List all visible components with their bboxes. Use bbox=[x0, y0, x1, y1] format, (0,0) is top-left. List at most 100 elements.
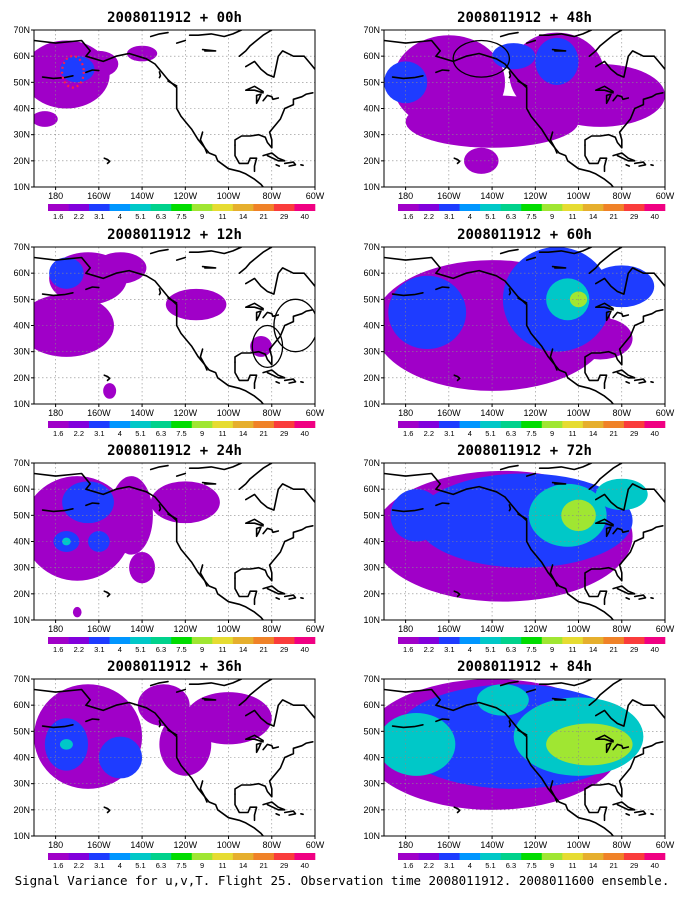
coastline bbox=[245, 50, 315, 78]
coastline bbox=[238, 463, 273, 490]
coastline bbox=[275, 164, 281, 167]
coastline bbox=[234, 92, 314, 149]
colorbar-label: 11 bbox=[569, 645, 577, 654]
latitude-tick-label: 20N bbox=[363, 156, 380, 166]
coastline bbox=[391, 292, 424, 297]
coastline bbox=[255, 93, 262, 105]
colorbar-label: 6.3 bbox=[506, 861, 516, 870]
longitude-tick-label: 60W bbox=[656, 191, 675, 201]
variance-field bbox=[34, 30, 315, 187]
latitude-tick-label: 30N bbox=[363, 779, 380, 789]
colorbar-swatch bbox=[89, 853, 110, 860]
latitude-tick-label: 70N bbox=[363, 25, 380, 35]
coastline bbox=[234, 793, 258, 822]
colorbar-swatch bbox=[582, 637, 604, 644]
latitude-tick-label: 20N bbox=[363, 805, 380, 815]
coastline bbox=[391, 75, 424, 80]
colorbar-label: 11 bbox=[219, 861, 227, 870]
colorbar-swatch bbox=[623, 853, 645, 860]
colorbar-label: 11 bbox=[569, 212, 577, 221]
coastline bbox=[283, 378, 297, 384]
coastline bbox=[612, 801, 636, 811]
panel-title: 2008011912 + 24h bbox=[107, 443, 242, 459]
coastline bbox=[595, 85, 614, 94]
coastline bbox=[650, 597, 654, 600]
coastline bbox=[175, 39, 187, 44]
latitude-tick-label: 70N bbox=[13, 674, 30, 684]
coastline bbox=[595, 518, 614, 527]
colorbar-swatch bbox=[273, 637, 295, 644]
latitude-tick-label: 10N bbox=[363, 182, 380, 192]
colorbar-swatch bbox=[623, 637, 645, 644]
colorbar-label: 1.6 bbox=[53, 429, 63, 438]
colorbar-swatch bbox=[232, 853, 254, 860]
latitude-tick-label: 60N bbox=[13, 268, 30, 278]
colorbar-swatch bbox=[253, 853, 275, 860]
colorbar-label: 21 bbox=[259, 429, 267, 438]
coastline bbox=[453, 590, 461, 598]
colorbar-swatch bbox=[644, 421, 666, 428]
coastline bbox=[549, 780, 558, 803]
colorbar-label: 11 bbox=[219, 212, 227, 221]
colorbar-label: 2.2 bbox=[424, 429, 434, 438]
colorbar-swatch bbox=[623, 421, 645, 428]
coastline bbox=[167, 297, 178, 304]
longitude-tick-label: 100W bbox=[217, 624, 241, 634]
variance-contour bbox=[384, 713, 456, 776]
panel-title: 2008011912 + 12h bbox=[107, 227, 242, 243]
colorbar-label: 3.1 bbox=[444, 645, 454, 654]
longitude-tick-label: 140W bbox=[130, 840, 154, 850]
coastline bbox=[584, 92, 664, 149]
colorbar-label: 6.3 bbox=[156, 861, 166, 870]
longitude-tick-label: 80W bbox=[613, 840, 632, 850]
colorbar-label: 2.2 bbox=[424, 861, 434, 870]
colorbar-label: 4 bbox=[118, 645, 122, 654]
colorbar-swatch bbox=[603, 421, 625, 428]
colorbar-swatch bbox=[439, 421, 460, 428]
coastline bbox=[625, 164, 631, 167]
coastline bbox=[275, 813, 281, 816]
colorbar-label: 1.6 bbox=[53, 212, 63, 221]
colorbar-label: 14 bbox=[589, 212, 597, 221]
colorbar-swatch bbox=[459, 637, 481, 644]
colorbar-label: 9 bbox=[200, 429, 204, 438]
colorbar-label: 9 bbox=[200, 212, 204, 221]
longitude-tick-label: 180 bbox=[48, 624, 63, 634]
longitude-tick-label: 140W bbox=[130, 624, 154, 634]
colorbar-swatch bbox=[623, 204, 645, 211]
colorbar-label: 14 bbox=[239, 429, 247, 438]
colorbar-swatch bbox=[418, 204, 440, 211]
latitude-tick-label: 60N bbox=[363, 484, 380, 494]
colorbar-label: 5.1 bbox=[485, 861, 495, 870]
colorbar-label: 5.1 bbox=[485, 429, 495, 438]
colorbar-label: 14 bbox=[239, 212, 247, 221]
colorbar: 1.6 2.2 3.1 4 5.1 6.3 7.5 9 11 14 21 29 40 bbox=[48, 853, 316, 870]
colorbar-label: 2.2 bbox=[424, 212, 434, 221]
coastline bbox=[605, 310, 612, 322]
colorbar-label: 7.5 bbox=[526, 429, 536, 438]
longitude-tick-label: 160W bbox=[437, 840, 461, 850]
longitude-tick-label: 120W bbox=[524, 624, 548, 634]
coastline bbox=[584, 144, 608, 173]
coastline bbox=[34, 688, 265, 836]
latitude-tick-label: 60N bbox=[13, 700, 30, 710]
coastline bbox=[584, 793, 608, 822]
coastline bbox=[584, 741, 664, 798]
coastline bbox=[588, 30, 623, 57]
coastline bbox=[158, 288, 162, 296]
latitude-tick-label: 50N bbox=[363, 294, 380, 304]
coastline bbox=[391, 724, 424, 729]
colorbar-label: 11 bbox=[219, 429, 227, 438]
coastline bbox=[234, 577, 258, 606]
colorbar-label: 7.5 bbox=[526, 212, 536, 221]
coastline bbox=[499, 248, 519, 255]
coastline bbox=[300, 381, 304, 384]
longitude-tick-label: 60W bbox=[656, 624, 675, 634]
coastline bbox=[435, 286, 450, 291]
coastline bbox=[199, 348, 208, 371]
coastline bbox=[508, 288, 512, 296]
colorbar-swatch bbox=[480, 637, 501, 644]
longitude-tick-label: 100W bbox=[567, 408, 591, 418]
coastline bbox=[499, 31, 519, 38]
colorbar-swatch bbox=[130, 421, 151, 428]
